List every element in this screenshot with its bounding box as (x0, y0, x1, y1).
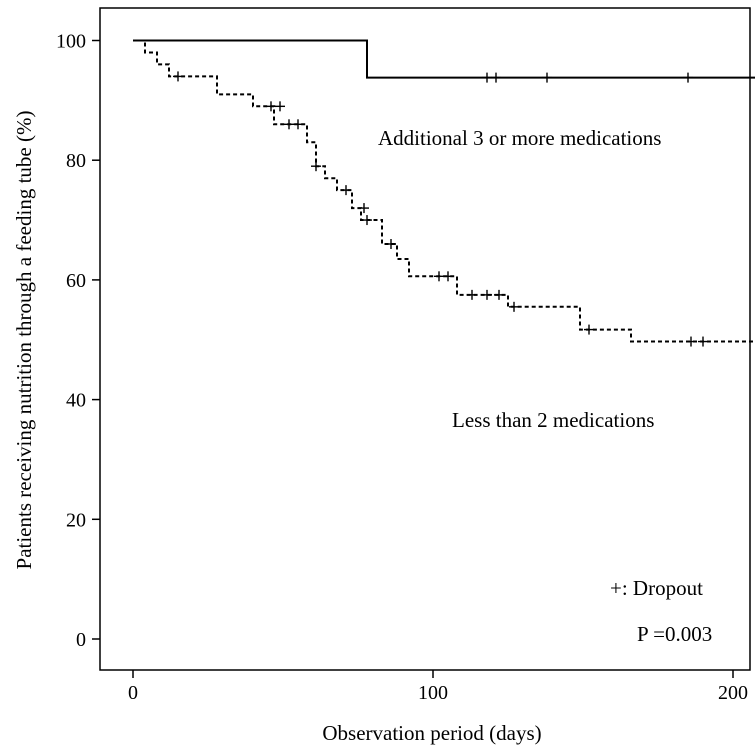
censor-mark (683, 72, 693, 83)
censor-mark (341, 185, 351, 196)
censor-mark (584, 324, 594, 335)
censor-mark (266, 101, 276, 112)
series-label-less-than-2: Less than 2 medications (452, 408, 654, 432)
censor-mark (173, 71, 183, 82)
x-axis: 0100200300400 (128, 670, 748, 704)
y-tick-label: 100 (56, 31, 86, 53)
y-axis-title: Patients receiving nutrition through a f… (12, 111, 36, 570)
censor-mark (362, 215, 372, 226)
x-tick-label: 100 (418, 682, 448, 704)
y-tick-label: 40 (66, 390, 86, 412)
y-tick-label: 20 (66, 509, 86, 531)
y-tick-label: 60 (66, 270, 86, 292)
x-axis-title: Observation period (days) (322, 721, 541, 745)
censor-mark (491, 72, 501, 83)
censor-mark (359, 203, 369, 214)
censor-mark (542, 72, 552, 83)
censor-mark (293, 119, 303, 130)
series-layer (133, 39, 755, 347)
censor-mark (494, 289, 504, 300)
plot-frame (99, 7, 751, 671)
censor-mark (386, 238, 396, 249)
x-tick-label: 200 (718, 682, 748, 704)
y-axis: 0 20 40 60 80 100 (56, 31, 100, 651)
censor-mark (509, 301, 519, 312)
censor-mark (698, 336, 708, 347)
censor-mark (311, 161, 321, 172)
p-value: P =0.003 (637, 622, 712, 646)
censor-mark (284, 119, 294, 130)
censor-mark (275, 101, 285, 112)
x-tick-label: 0 (128, 682, 138, 704)
censor-mark (467, 289, 477, 300)
censor-mark (443, 271, 453, 282)
series-line-1 (133, 39, 755, 79)
censor-mark (482, 289, 492, 300)
censor-mark (482, 72, 492, 83)
dropout-note: +: Dropout (610, 576, 703, 600)
y-tick-label: 0 (76, 629, 86, 651)
censor-mark (434, 271, 444, 282)
y-tick-label: 80 (66, 150, 86, 172)
series-line-2 (133, 39, 755, 343)
series-label-additional-3-or-more: Additional 3 or more medications (378, 126, 661, 150)
censor-mark (686, 336, 696, 347)
